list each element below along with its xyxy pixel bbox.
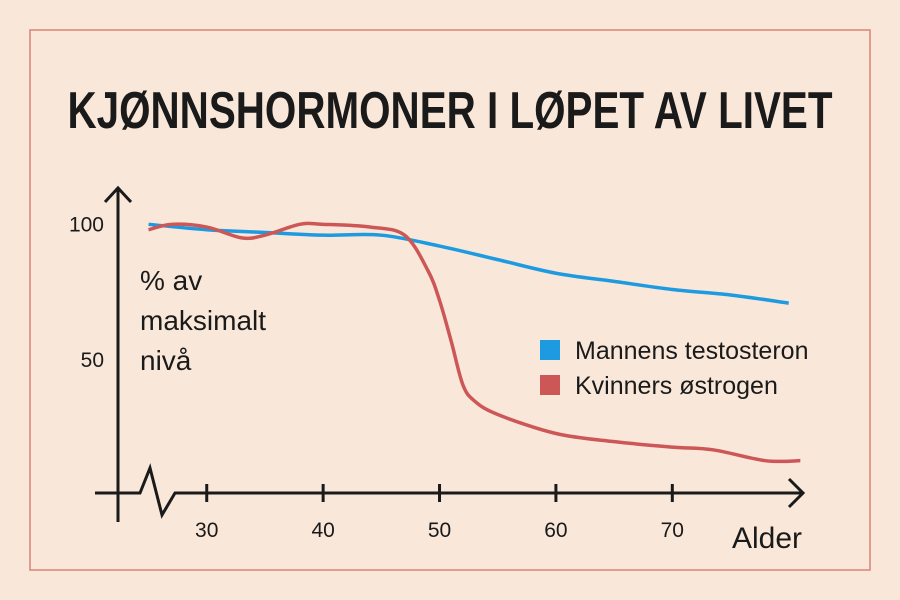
y-arrow xyxy=(103,185,133,204)
x-tick-label: 30 xyxy=(195,519,218,542)
y-tick-label: 100 xyxy=(69,213,104,236)
chart-title: KJØNNSHORMONER I LØPET AV LIVET xyxy=(68,82,833,140)
y-axis-label-line: nivå xyxy=(140,345,192,376)
axes xyxy=(95,185,806,522)
y-axis-label: % av maksimalt nivå xyxy=(140,265,266,376)
y-axis-label-line: maksimalt xyxy=(140,305,266,336)
y-tick-label: 50 xyxy=(81,349,104,372)
line xyxy=(148,221,801,464)
x-axis xyxy=(95,463,802,519)
legend-swatch xyxy=(540,375,560,395)
x-tick-label: 50 xyxy=(428,519,451,542)
legend-label: Mannens testosteron xyxy=(575,337,808,365)
x-tick-label: 70 xyxy=(661,519,684,542)
x-axis-label: Alder xyxy=(732,522,802,555)
x-tick-label: 60 xyxy=(544,519,567,542)
x-tick-label: 40 xyxy=(311,519,334,542)
x-arrow xyxy=(787,477,806,509)
y-axis-label-line: % av xyxy=(140,265,202,296)
line xyxy=(148,222,789,305)
legend-swatch xyxy=(540,340,560,360)
frame xyxy=(29,29,871,571)
legend-label: Kvinners østrogen xyxy=(575,372,778,400)
